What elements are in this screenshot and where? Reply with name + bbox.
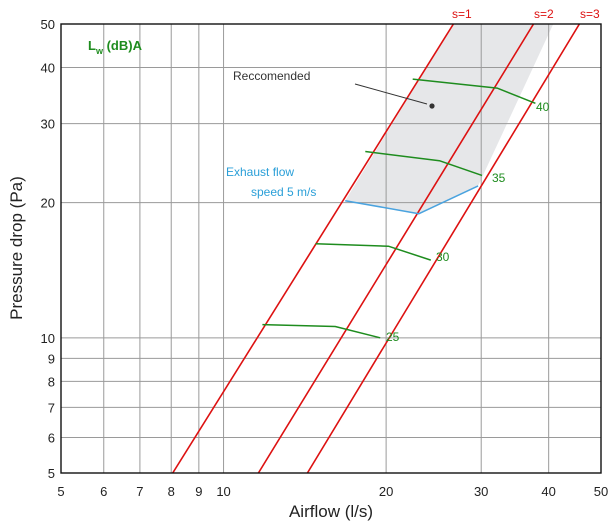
tick-labels: 5 6 7 8 9 10 20 30 40 50 5 6 7 8 9 10 20 30 40 50 — [41, 17, 609, 499]
recommended-pointer-line — [354, 83, 428, 105]
series-line-db40 — [412, 78, 536, 104]
x-tick-label: 5 — [57, 484, 64, 499]
x-tick-label: 50 — [594, 484, 608, 499]
y-tick-label: 5 — [48, 466, 55, 481]
series-line-db25 — [262, 323, 381, 339]
x-tick-label: 9 — [195, 484, 202, 499]
recommended-region — [345, 24, 554, 214]
y-tick-label: 20 — [41, 196, 55, 211]
s2-label: s=2 — [534, 7, 554, 21]
recommended-label: Reccomended — [233, 69, 310, 83]
series-line-db35 — [365, 150, 483, 177]
x-tick-label: 6 — [100, 484, 107, 499]
x-tick-label: 7 — [136, 484, 143, 499]
exhaust-label-line1: Exhaust flow — [226, 165, 294, 179]
y-tick-label: 6 — [48, 430, 55, 445]
y-tick-label: 40 — [41, 61, 55, 76]
lw-label: Lw (dB)A — [88, 38, 143, 56]
y-tick-label: 8 — [48, 374, 55, 389]
y-tick-label: 50 — [41, 17, 55, 32]
db25-label: 25 — [386, 330, 400, 344]
y-tick-label: 9 — [48, 351, 55, 366]
y-tick-label: 30 — [41, 117, 55, 132]
lw-label-unit: (dB)A — [103, 38, 143, 53]
s3-label: s=3 — [580, 7, 600, 21]
exhaust-label-line2: speed 5 m/s — [251, 185, 316, 199]
recommended-region-layer — [345, 24, 554, 214]
x-tick-label: 8 — [168, 484, 175, 499]
recommended-pointer-dot — [429, 103, 435, 109]
plot-frame — [60, 23, 602, 474]
lw-label-subscript: w — [95, 46, 104, 56]
s1-label: s=1 — [452, 7, 472, 21]
y-tick-label: 10 — [41, 331, 55, 346]
series-line-db30 — [315, 243, 432, 261]
x-tick-label: 30 — [474, 484, 488, 499]
x-tick-label: 40 — [541, 484, 555, 499]
x-tick-label: 20 — [379, 484, 393, 499]
x-axis-title: Airflow (l/s) — [289, 502, 373, 521]
y-tick-label: 7 — [48, 400, 55, 415]
y-axis-title: Pressure drop (Pa) — [7, 176, 26, 320]
lw-label-main: L — [88, 38, 96, 53]
x-tick-label: 10 — [216, 484, 230, 499]
db40-label: 40 — [536, 100, 550, 114]
series-line-exhaust — [345, 185, 479, 215]
series-line-s3 — [306, 24, 581, 473]
db30-label: 30 — [436, 250, 450, 264]
db35-label: 35 — [492, 171, 506, 185]
